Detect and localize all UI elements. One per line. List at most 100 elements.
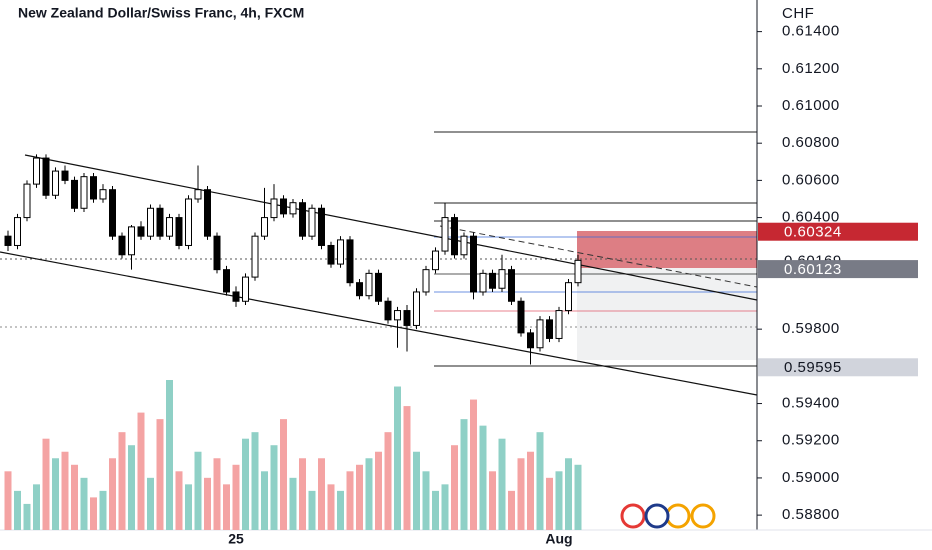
volume-bar	[99, 490, 107, 530]
y-tick-label: 0.58800	[782, 506, 840, 523]
volume-bar	[289, 477, 297, 530]
y-axis-label: CHF	[782, 5, 814, 22]
volume-bar	[308, 490, 316, 530]
volume-bar	[536, 432, 544, 530]
candle-body	[4, 235, 12, 246]
candle-body	[346, 239, 354, 284]
candles	[4, 154, 582, 365]
candle-body	[517, 300, 525, 334]
volume-bar	[460, 419, 468, 530]
candle-body	[270, 198, 278, 219]
candle-body	[261, 217, 268, 237]
volume-bar	[61, 451, 69, 530]
volume-bar	[175, 471, 183, 530]
candle-body	[280, 198, 287, 215]
volume-bar	[517, 458, 525, 530]
candle-body	[118, 235, 126, 256]
volume-bar	[318, 458, 325, 530]
candle-body	[479, 272, 487, 293]
volume-bar	[251, 432, 259, 530]
candle-body	[185, 198, 192, 246]
candle-body	[527, 332, 534, 349]
candle-body	[318, 207, 325, 246]
candle-body	[23, 183, 31, 219]
volume-bar	[403, 406, 411, 530]
volume-bar	[432, 490, 439, 530]
candle-body	[204, 189, 211, 237]
volume-bar	[280, 419, 287, 530]
profit-zone	[577, 268, 757, 360]
candle-body	[356, 282, 363, 297]
volume-bar	[422, 471, 430, 530]
volume-bar	[204, 477, 211, 530]
volume-bar	[223, 484, 230, 530]
candle-body	[71, 179, 78, 209]
channel-line	[0, 251, 758, 396]
volume-bar	[14, 490, 21, 530]
volume-bar	[337, 490, 344, 530]
candle-body	[213, 235, 221, 271]
volume-bar	[527, 451, 534, 530]
volume-bar	[109, 458, 116, 530]
volume-bar	[42, 438, 50, 530]
candle-body	[337, 239, 344, 265]
candle-body	[232, 291, 240, 302]
volume-bar	[346, 471, 354, 530]
volume-bar	[394, 386, 401, 530]
volume-bar	[546, 477, 553, 530]
price-tag	[758, 260, 918, 279]
y-tick-label: 0.60400	[782, 209, 840, 226]
loss-zone	[577, 231, 757, 268]
candle-body	[128, 226, 135, 256]
candle-body	[384, 300, 392, 321]
chart-title: New Zealand Dollar/Swiss Franc, 4h, FXCM	[18, 5, 304, 21]
candle-body	[308, 207, 316, 237]
volume-bar	[375, 451, 382, 530]
candle-body	[99, 189, 107, 200]
candle-body	[460, 235, 468, 256]
volume-bar	[470, 399, 477, 530]
volume-bar	[242, 438, 249, 530]
candle-body	[242, 276, 249, 302]
volume-bar	[261, 471, 268, 530]
drawings	[0, 131, 758, 396]
volume-bar	[413, 451, 420, 530]
candle-body	[375, 272, 382, 302]
y-tick-label: 0.59200	[782, 432, 840, 449]
volume-bar	[356, 464, 363, 530]
volume-bar	[156, 419, 164, 530]
volume-bar	[33, 484, 40, 530]
candle-body	[555, 310, 563, 339]
y-tick-label: 0.59800	[782, 320, 840, 337]
volume-bar	[299, 458, 306, 530]
x-tick-label: 25	[228, 531, 244, 547]
price-tag-label: 0.59595	[784, 359, 842, 376]
candle-body	[365, 272, 373, 297]
candle-body	[394, 310, 401, 321]
volume-bar	[147, 477, 154, 530]
price-tag-label: 0.60123	[784, 261, 842, 278]
candle-body	[251, 235, 259, 278]
candle-body	[223, 269, 230, 293]
candle-body	[403, 310, 411, 326]
volume-bar	[118, 432, 126, 530]
volume-bar	[555, 471, 563, 530]
candle-body	[90, 176, 97, 200]
volume-bar	[508, 490, 515, 530]
price-tag	[758, 222, 918, 241]
candle-body	[508, 269, 515, 302]
volume-bar	[327, 484, 335, 530]
candle-body	[489, 272, 496, 289]
trend-line	[439, 225, 758, 288]
volume-bar	[194, 451, 202, 530]
volume-bar	[479, 425, 487, 530]
y-tick-label: 0.60800	[782, 134, 840, 151]
candle-body	[574, 259, 582, 284]
candle-body	[14, 217, 21, 246]
volume-bar	[23, 503, 31, 530]
volume-bar	[441, 484, 449, 530]
candle-body	[147, 207, 154, 237]
volume-bar	[4, 471, 12, 530]
candle-body	[565, 282, 572, 312]
